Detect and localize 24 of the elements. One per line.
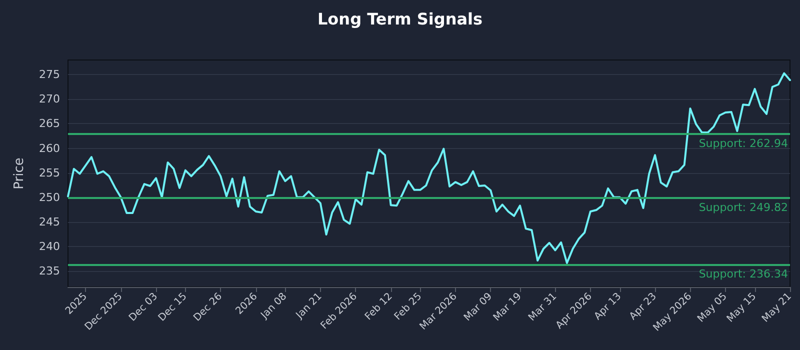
y-tick-label: 265 — [39, 117, 60, 130]
x-tick-label: Jan 21 — [294, 291, 324, 322]
y-tick-label: 255 — [39, 166, 60, 180]
y-tick-label: 260 — [39, 142, 60, 155]
y-tick-label: 250 — [39, 190, 60, 204]
y-tick-label: 275 — [39, 68, 60, 82]
ref-line-label: Support: 236.34 — [698, 267, 788, 280]
chart-title: Long Term Signals — [317, 10, 483, 28]
y-tick-label: 245 — [39, 215, 60, 228]
x-tick-label: Feb 25 — [392, 291, 424, 323]
x-tick-label: Apr 13 — [592, 291, 624, 322]
y-tick-label: 235 — [39, 264, 60, 278]
line-series — [67, 72, 791, 264]
y-axis-title: Price — [12, 158, 27, 190]
x-tick-label: Mar 19 — [492, 291, 524, 324]
x-tick-label: Jan 08 — [258, 291, 290, 322]
y-tick-label: 240 — [39, 240, 60, 253]
x-tick-label: Apr 23 — [628, 291, 659, 322]
ref-line-label: Support: 249.82 — [698, 201, 788, 214]
x-tick-label: Dec 15 — [156, 291, 190, 324]
x-tick-label: Dec 26 — [192, 291, 225, 324]
x-tick-label: Feb 12 — [363, 291, 395, 323]
y-tick-label: 270 — [39, 92, 60, 106]
ref-line-label: Support: 262.94 — [698, 136, 788, 150]
